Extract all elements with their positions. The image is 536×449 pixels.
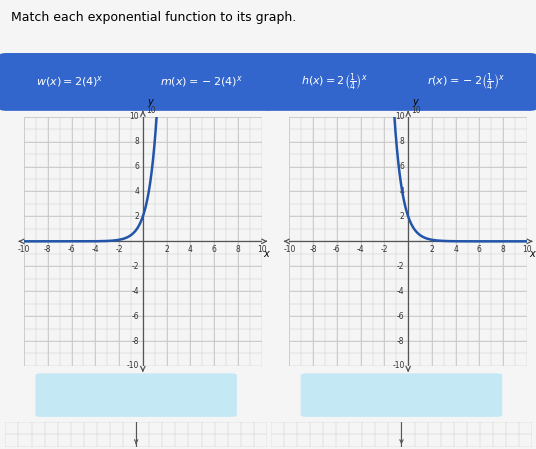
Text: -6: -6	[397, 312, 405, 321]
Text: $r(x) = -2\left(\frac{1}{4}\right)^x$: $r(x) = -2\left(\frac{1}{4}\right)^x$	[427, 71, 505, 92]
Text: 8: 8	[235, 245, 240, 254]
Text: $y$: $y$	[412, 97, 420, 109]
Text: -10: -10	[18, 245, 31, 254]
Text: -4: -4	[357, 245, 364, 254]
Text: -6: -6	[333, 245, 341, 254]
Text: -6: -6	[68, 245, 76, 254]
Text: $h(x) = 2\left(\frac{1}{4}\right)^x$: $h(x) = 2\left(\frac{1}{4}\right)^x$	[301, 71, 368, 92]
Text: 10: 10	[130, 112, 139, 121]
Text: Match each exponential function to its graph.: Match each exponential function to its g…	[11, 11, 296, 24]
Text: -2: -2	[397, 262, 405, 271]
Text: 2: 2	[400, 212, 405, 221]
Text: -10: -10	[127, 361, 139, 370]
Text: 4: 4	[135, 187, 139, 196]
Text: 4: 4	[453, 245, 458, 254]
Text: 8: 8	[135, 137, 139, 146]
Text: 8: 8	[501, 245, 505, 254]
FancyBboxPatch shape	[395, 53, 536, 111]
Text: 10: 10	[522, 245, 532, 254]
Text: -2: -2	[381, 245, 388, 254]
Text: $m(x) = -2(4)^x$: $m(x) = -2(4)^x$	[160, 75, 243, 89]
Text: $-10$: $-10$	[405, 447, 421, 449]
Text: 6: 6	[212, 245, 217, 254]
Text: -4: -4	[132, 286, 139, 296]
Text: $x$: $x$	[529, 249, 536, 259]
Text: -6: -6	[132, 312, 139, 321]
Text: $-10$: $-10$	[139, 447, 156, 449]
Text: 6: 6	[477, 245, 482, 254]
Text: -4: -4	[397, 286, 405, 296]
Text: -10: -10	[283, 245, 296, 254]
FancyBboxPatch shape	[35, 373, 237, 417]
Text: $x$: $x$	[264, 249, 272, 259]
Text: $w(x) = 2(4)^x$: $w(x) = 2(4)^x$	[36, 75, 103, 89]
Text: -8: -8	[44, 245, 51, 254]
Text: -2: -2	[132, 262, 139, 271]
FancyBboxPatch shape	[263, 53, 405, 111]
Text: -4: -4	[92, 245, 99, 254]
Text: 10: 10	[411, 106, 421, 115]
Text: 2: 2	[429, 245, 434, 254]
Text: -8: -8	[132, 336, 139, 346]
FancyBboxPatch shape	[0, 53, 141, 111]
Text: 4: 4	[188, 245, 193, 254]
Text: -8: -8	[309, 245, 317, 254]
Text: 2: 2	[164, 245, 169, 254]
Text: 8: 8	[400, 137, 405, 146]
Text: 4: 4	[400, 187, 405, 196]
Text: 2: 2	[135, 212, 139, 221]
FancyBboxPatch shape	[301, 373, 502, 417]
Text: 6: 6	[135, 162, 139, 171]
Text: 6: 6	[400, 162, 405, 171]
Text: $y$: $y$	[147, 97, 155, 109]
Text: 10: 10	[146, 106, 155, 115]
Text: -10: -10	[392, 361, 405, 370]
Text: 10: 10	[257, 245, 266, 254]
Text: 10: 10	[395, 112, 405, 121]
Text: -8: -8	[397, 336, 405, 346]
Text: -2: -2	[115, 245, 123, 254]
FancyBboxPatch shape	[131, 53, 273, 111]
